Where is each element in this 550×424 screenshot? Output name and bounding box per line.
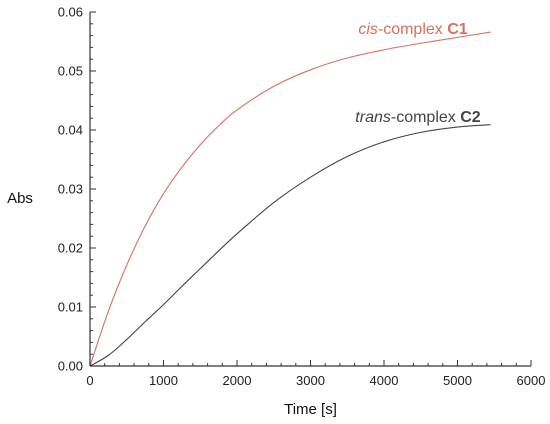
x-axis-ticks: 0 1000 2000 3000 4000 5000 6000 [86, 360, 545, 388]
y-tick-label: 0.01 [58, 300, 83, 315]
series-label-code: C1 [447, 21, 468, 38]
series-label-italic: cis [358, 21, 378, 38]
series-label-c2: trans-complex C2 [355, 109, 480, 126]
series-line-c2 [89, 124, 491, 367]
y-tick-label: 0.06 [58, 5, 83, 20]
x-axis-title: Time [s] [284, 401, 337, 418]
series-label-text: -complex [378, 21, 447, 38]
y-axis-ticks: 0.00 0.01 0.02 0.03 0.04 0.05 0.06 [58, 5, 96, 374]
series-label-text: -complex [391, 109, 460, 126]
series-label-italic: trans [355, 109, 391, 126]
series-label-code: C2 [460, 109, 481, 126]
series-label-c1: cis-complex C1 [358, 21, 467, 38]
x-tick-label: 4000 [370, 373, 399, 388]
series-line-c1 [89, 31, 491, 367]
y-tick-label: 0.04 [58, 123, 83, 138]
y-tick-label: 0.02 [58, 241, 83, 256]
x-tick-label: 1000 [149, 373, 178, 388]
x-tick-label: 5000 [443, 373, 472, 388]
x-tick-label: 3000 [296, 373, 325, 388]
y-tick-label: 0.00 [58, 359, 83, 374]
y-axis-title: Abs [7, 190, 33, 207]
x-tick-label: 6000 [517, 373, 546, 388]
y-tick-label: 0.03 [58, 182, 83, 197]
y-tick-label: 0.05 [58, 64, 83, 79]
series-layer [89, 31, 491, 367]
x-tick-label: 0 [86, 373, 93, 388]
x-tick-label: 2000 [223, 373, 252, 388]
